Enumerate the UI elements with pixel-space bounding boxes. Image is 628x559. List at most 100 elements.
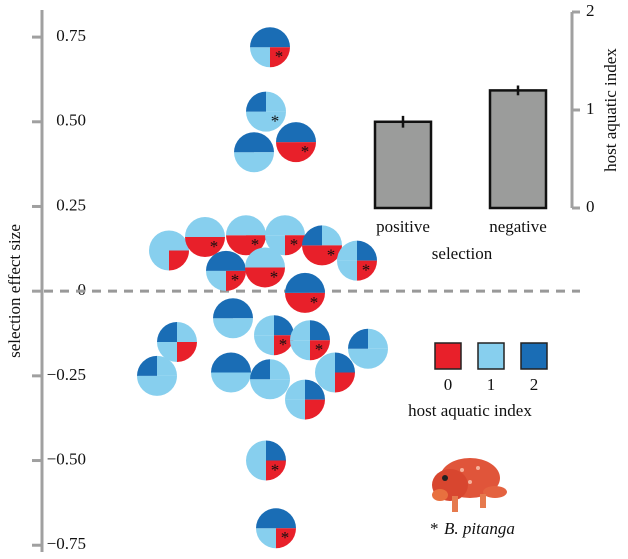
pie-wedge [266,460,286,481]
legend-label: 0 [444,375,453,394]
pie-wedge [169,250,189,271]
pie-wedge [254,335,274,356]
legend-swatch [434,342,462,370]
pie-point [348,328,388,369]
pie-point [276,122,316,163]
pie-wedge [234,132,254,153]
pie-wedge [310,320,330,341]
pie-wedge [315,352,335,373]
inset-x-axis-title: selection [432,244,493,263]
pie-wedge [250,47,270,68]
pie-wedge [285,235,305,256]
pie-wedge [274,335,294,356]
pie-wedge [157,341,177,362]
species-marker: * [301,142,310,161]
pie-wedge [265,215,285,236]
pie-wedge [337,240,357,261]
pie-wedge [305,272,325,293]
x-tick-label: negative [489,217,547,236]
legend-swatch [477,342,505,370]
pie-wedge [265,235,285,256]
pie-point [315,352,355,393]
pie-wedge [322,225,342,246]
pie-point [285,272,325,313]
pie-point [337,240,377,281]
legend-title: host aquatic index [408,401,532,420]
pie-wedge [226,215,246,236]
y-tick-label: 0.25 [56,195,86,214]
pie-wedge [335,352,355,373]
pie-wedge [266,440,286,461]
y-tick-label: 0.50 [56,111,86,130]
pie-wedge [250,359,270,380]
pie-wedge [254,132,274,153]
pie-wedge [149,230,169,251]
pie-wedge [276,122,296,143]
pie-wedge [368,328,388,349]
pie-wedge [157,321,177,342]
pie-wedge [185,216,205,237]
pie-wedge [157,375,177,396]
pie-wedge [296,122,316,143]
pie-wedge [205,236,225,257]
pie-wedge [211,352,231,373]
pie-wedge [276,528,296,549]
bar [373,120,433,210]
pie-wedge [357,260,377,281]
pie-point [290,320,330,361]
pie-point [213,298,253,339]
pie-point [246,91,286,132]
pie-wedge [233,318,253,339]
pie-wedge [206,250,226,271]
pie-point [254,315,294,356]
species-marker: * [271,112,280,131]
pie-wedge [246,215,266,236]
pie-point [246,440,286,481]
species-marker: * [271,460,280,479]
pie-wedge [285,399,305,420]
pie-wedge [274,315,294,336]
species-marker: * [362,261,371,280]
pie-wedge [177,341,197,362]
species-marker: * [315,340,324,359]
pie-wedge [246,460,266,481]
pie-wedge [266,91,286,112]
pie-point [185,216,225,257]
pie-wedge [270,47,290,68]
pie-point [137,355,177,396]
pie-wedge [149,250,169,271]
y-axis-title: selection effect size [5,224,24,358]
pie-wedge [231,352,251,373]
pie-wedge [285,272,305,293]
species-marker: * [270,267,279,286]
pie-wedge [246,91,266,112]
pie-wedge [254,152,274,173]
pie-wedge [226,270,246,291]
bar [488,89,548,210]
pie-wedge [290,340,310,361]
pie-wedge [205,216,225,237]
pie-wedge [226,250,246,271]
pie-wedge [245,247,265,268]
pie-point [234,132,274,173]
pie-wedge [285,215,305,236]
pie-wedge [270,359,290,380]
pie-wedge [310,340,330,361]
species-marker: * [281,528,290,547]
species-marker: * [310,293,319,312]
footnote-symbol: * [430,519,439,538]
pie-point [157,321,197,362]
inset-y-tick-label: 1 [586,99,595,118]
pie-wedge [137,355,157,376]
pie-wedge [357,240,377,261]
pie-wedge [302,225,322,246]
pie-wedge [270,27,290,48]
pie-wedge [348,348,368,369]
pie-wedge [254,315,274,336]
pie-wedge [213,318,233,339]
pie-wedge [276,142,296,163]
pie-wedge [305,292,325,313]
pie-wedge [265,267,285,288]
legend-swatch [520,342,548,370]
